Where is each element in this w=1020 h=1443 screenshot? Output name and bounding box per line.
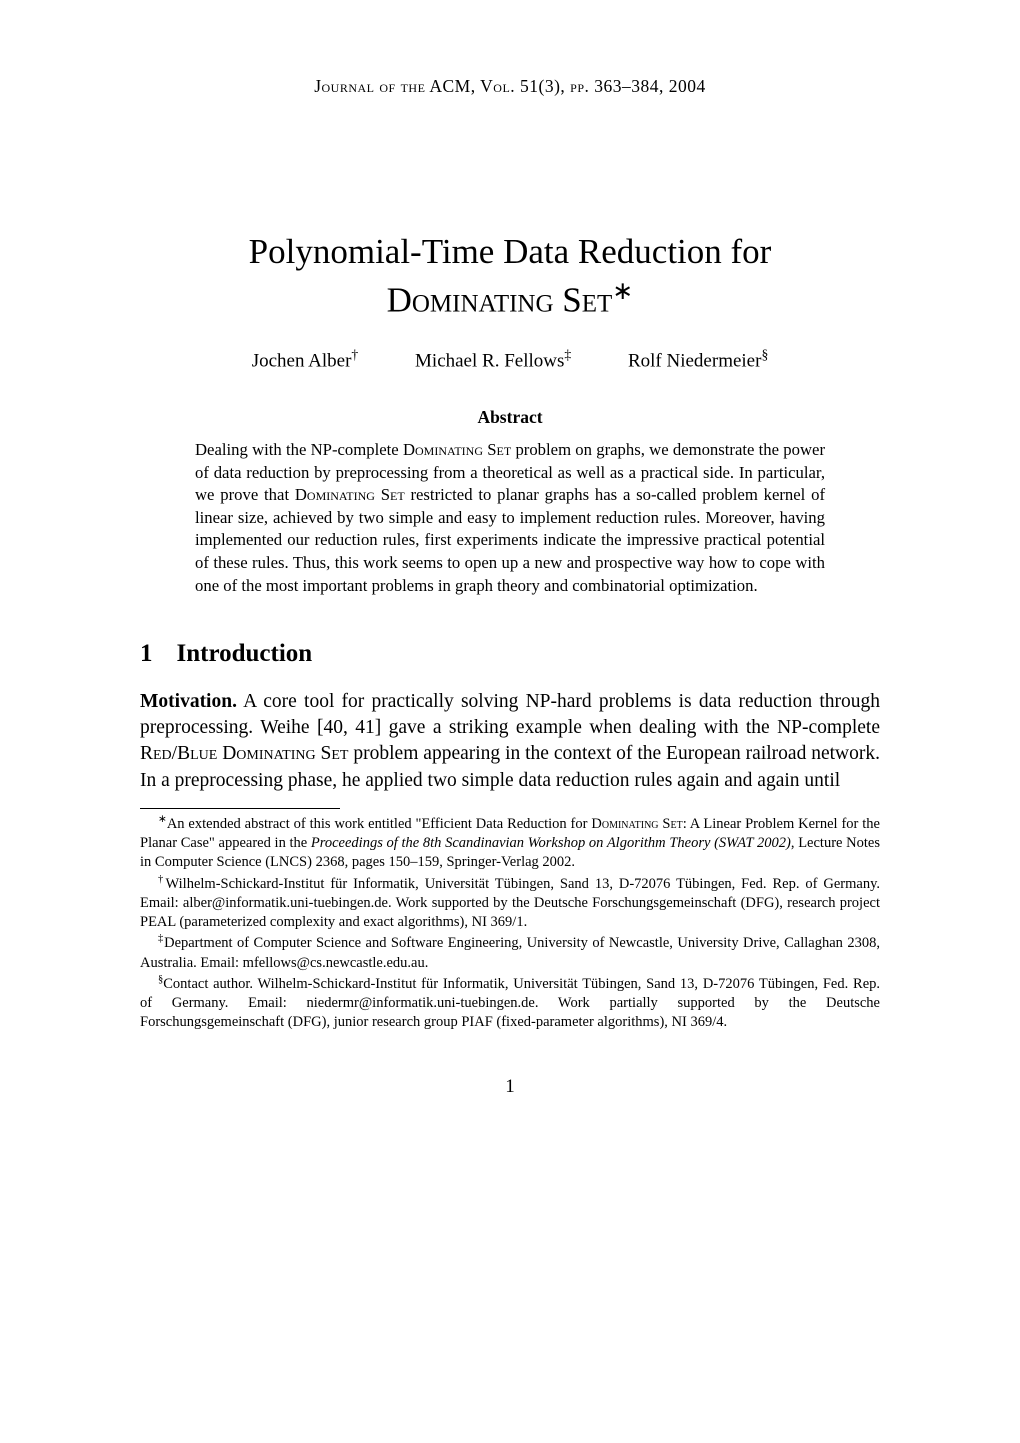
footnote-star-sc: Dominating Set bbox=[591, 816, 682, 832]
section-1-number: 1 bbox=[140, 640, 153, 667]
author-1-mark: † bbox=[351, 347, 358, 362]
abstract-body: Dealing with the NP-complete Dominating … bbox=[195, 439, 825, 597]
title-line-2: Dominating Set bbox=[387, 280, 613, 319]
footnote-star-a: An extended abstract of this work entitl… bbox=[167, 816, 592, 832]
page-number: 1 bbox=[140, 1074, 880, 1100]
footnote-star-mark: ∗ bbox=[158, 814, 167, 825]
author-1: Jochen Alber† bbox=[252, 346, 359, 374]
footnote-section-text: Contact author. Wilhelm-Schickard-Instit… bbox=[140, 976, 880, 1031]
section-1-heading: 1 Introduction bbox=[140, 637, 880, 671]
footnote-dagger-mark: † bbox=[158, 874, 166, 885]
footnotes: ∗An extended abstract of this work entit… bbox=[140, 813, 880, 1032]
title-footnote-mark: ∗ bbox=[612, 278, 633, 305]
intro-runin: Motivation. bbox=[140, 691, 237, 712]
author-3-mark: § bbox=[761, 347, 768, 362]
abstract-sc-2: Dominating Set bbox=[295, 485, 405, 504]
author-2-mark: ‡ bbox=[564, 347, 571, 362]
section-1-title: Introduction bbox=[177, 640, 313, 667]
author-2-name: Michael R. Fellows bbox=[415, 350, 564, 371]
intro-text-1: A core tool for practically solving NP-h… bbox=[140, 691, 880, 738]
author-2: Michael R. Fellows‡ bbox=[415, 346, 571, 374]
author-3-name: Rolf Niedermeier bbox=[628, 350, 761, 371]
abstract-text-1: Dealing with the NP-complete bbox=[195, 440, 403, 459]
footnote-dagger-text: Wilhelm-Schickard-Institut für Informati… bbox=[140, 876, 880, 931]
footnote-star-it: Proceedings of the 8th Scandinavian Work… bbox=[311, 835, 791, 851]
footnote-ddagger-text: Department of Computer Science and Softw… bbox=[140, 935, 880, 970]
footnote-section: §Contact author. Wilhelm-Schickard-Insti… bbox=[140, 973, 880, 1033]
footnote-rule bbox=[140, 808, 340, 809]
author-3: Rolf Niedermeier§ bbox=[628, 346, 768, 374]
intro-sc-1: Red/Blue Dominating Set bbox=[140, 743, 348, 764]
author-1-name: Jochen Alber bbox=[252, 350, 352, 371]
intro-paragraph: Motivation. A core tool for practically … bbox=[140, 689, 880, 794]
running-head: Journal of the ACM, Vol. 51(3), pp. 363–… bbox=[140, 75, 880, 99]
footnote-star: ∗An extended abstract of this work entit… bbox=[140, 813, 880, 873]
footnote-dagger: †Wilhelm-Schickard-Institut für Informat… bbox=[140, 873, 880, 933]
title-line-1: Polynomial-Time Data Reduction for bbox=[249, 232, 772, 271]
footnote-ddagger: ‡Department of Computer Science and Soft… bbox=[140, 932, 880, 972]
author-line: Jochen Alber† Michael R. Fellows‡ Rolf N… bbox=[140, 346, 880, 374]
abstract-sc-1: Dominating Set bbox=[403, 440, 511, 459]
abstract-heading: Abstract bbox=[140, 406, 880, 430]
paper-title: Polynomial-Time Data Reduction for Domin… bbox=[140, 229, 880, 324]
